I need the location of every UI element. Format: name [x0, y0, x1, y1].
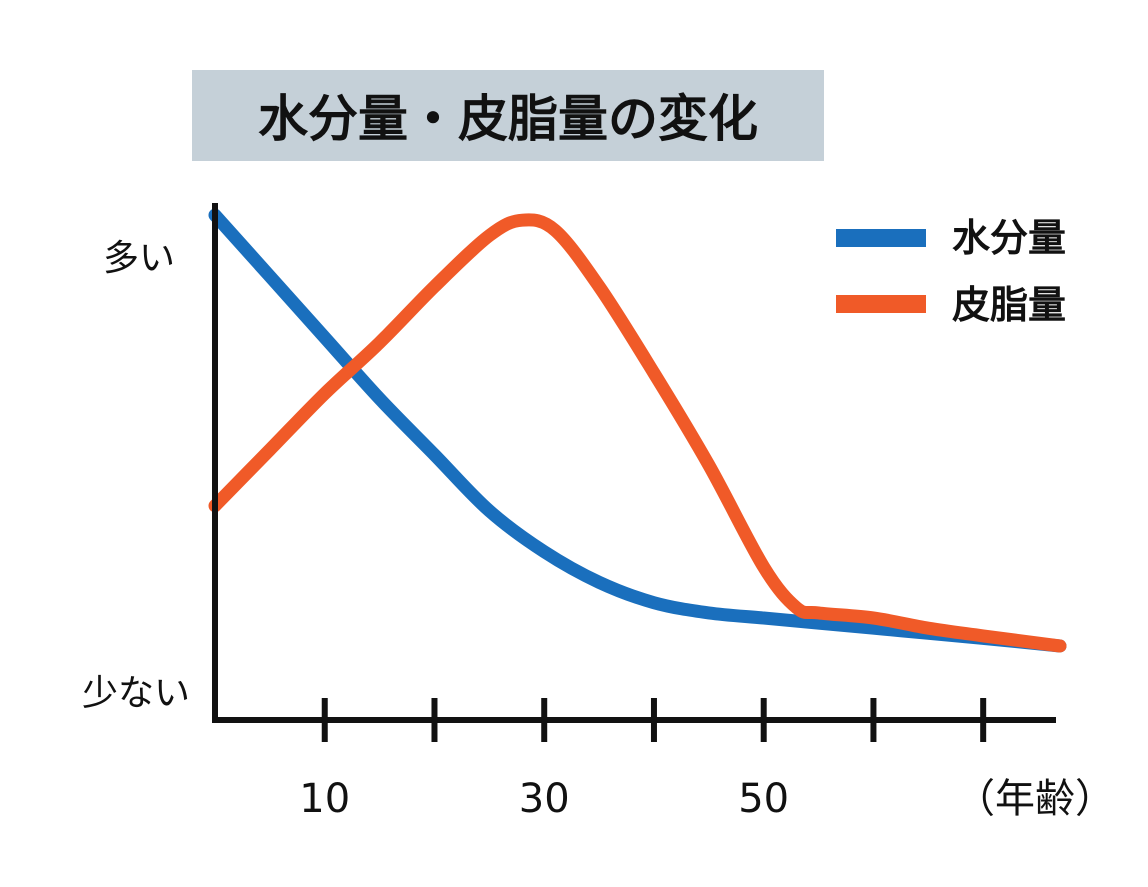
series-line-sebum: [208, 213, 1067, 653]
x-unit-label: （年齢）: [955, 776, 1115, 822]
series-layer: [208, 208, 1067, 653]
x-tick-label-30: 30: [519, 776, 570, 822]
x-tick-label-50: 50: [738, 776, 789, 822]
y-label-low: 少ない: [82, 673, 190, 714]
series-line-water: [208, 208, 1067, 653]
legend: 水分量 皮脂量: [836, 216, 1066, 327]
x-tick-label-10: 10: [299, 776, 350, 822]
y-label-high: 多い: [103, 238, 175, 279]
legend-label-water: 水分量: [952, 216, 1066, 260]
x-tick-layer: 10 30 50: [299, 698, 987, 822]
legend-label-sebum: 皮脂量: [952, 283, 1066, 327]
chart-title: 水分量・皮脂量の変化: [258, 90, 758, 148]
title-background: [192, 70, 824, 161]
